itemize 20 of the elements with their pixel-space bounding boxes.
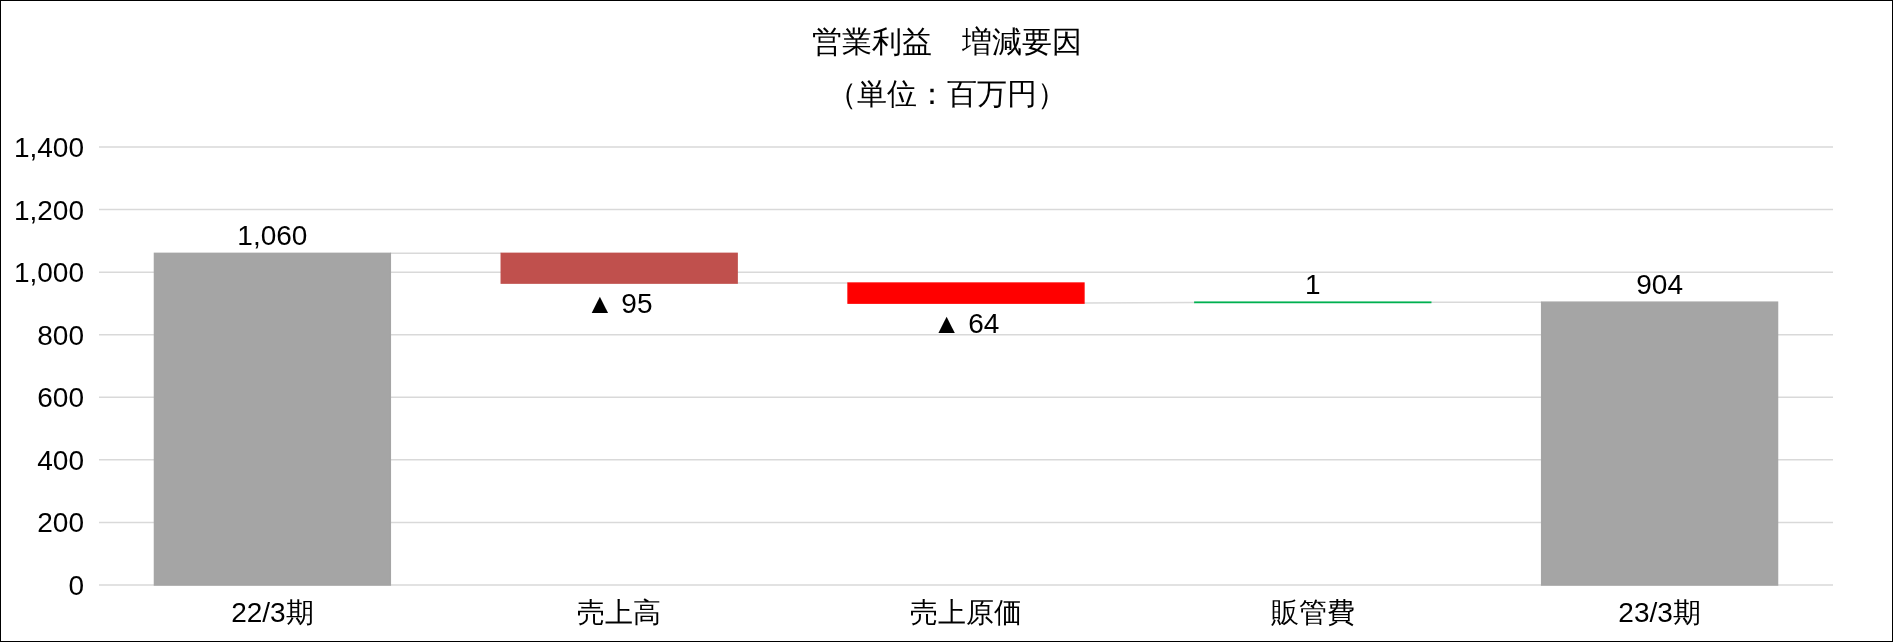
x-tick-label: 販管費 [1270,597,1355,628]
data-label: 1 [1305,269,1321,301]
x-tick-label: 22/3期 [231,597,314,628]
y-tick-label: 800 [37,319,84,351]
data-label: 1,060 [237,220,308,252]
data-label: ▲ 95 [585,288,653,320]
y-tick-label: 1,400 [13,132,84,163]
y-tick-label: 600 [37,382,84,414]
subtitle: （単位：百万円） [826,77,1067,110]
y-tick-label: 200 [37,507,84,539]
title: 営業利益 増減要因 [811,25,1082,58]
y-tick-label: 1,200 [13,194,84,226]
x-tick-label: 売上高 [577,597,662,628]
y-tick-label: 400 [37,444,84,476]
data-label: 904 [1636,269,1683,301]
data-label: ▲ 64 [932,308,1000,340]
x-tick-label: 売上原価 [910,597,1022,628]
y-tick-label: 0 [68,570,84,601]
x-tick-label: 23/3期 [1618,597,1701,628]
y-tick-label: 1,000 [13,257,84,289]
